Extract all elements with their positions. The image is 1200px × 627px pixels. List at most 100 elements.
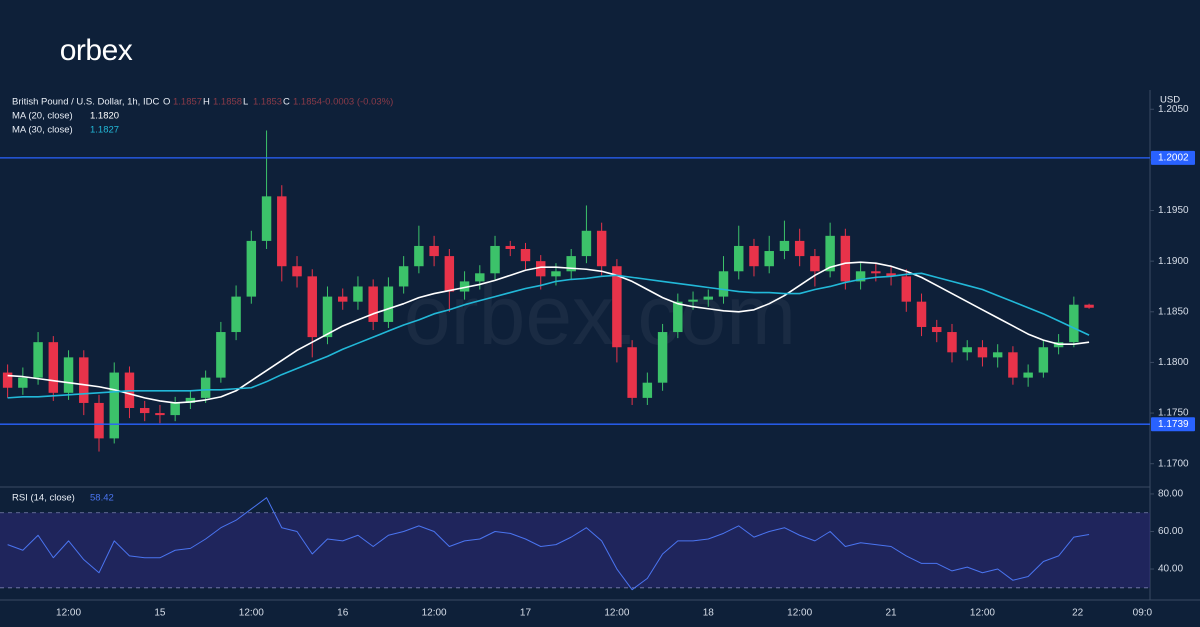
ohlc-value: 1.1853 (253, 97, 282, 108)
ohlc-value: 1.1858 (213, 97, 242, 108)
ohlc-value: 1.1854 (293, 97, 322, 108)
candle-body (414, 245, 424, 267)
candle-body (155, 413, 165, 416)
candle-body (810, 256, 820, 272)
candle-body (63, 357, 74, 393)
candle-body (170, 402, 180, 416)
series-line (7, 261, 1090, 404)
candle-body (734, 245, 744, 272)
candle-body (383, 286, 394, 322)
candle-body (703, 296, 713, 300)
x-tick-label: 22 (1072, 608, 1084, 619)
level-label-box (1151, 417, 1195, 432)
y-tick-label: 1.1950 (1158, 205, 1189, 216)
y-tick-label: 1.1750 (1158, 408, 1189, 419)
level-label-box (1151, 150, 1195, 165)
change: -0.0003 (-0.03%) (322, 97, 393, 108)
x-tick-label: 12:00 (604, 608, 629, 619)
level-label: 1.2002 (1158, 152, 1189, 163)
y-tick-label: 1.2050 (1158, 104, 1189, 115)
logo: orbex (60, 34, 133, 67)
candle-body (337, 296, 348, 302)
x-tick-label: 18 (703, 608, 715, 619)
candle-body (794, 240, 805, 257)
series-line (7, 272, 1090, 399)
x-tick-label: 12:00 (239, 608, 264, 619)
candle-body (216, 332, 226, 378)
symbol: British Pound / U.S. Dollar, 1h, IDC (12, 97, 159, 108)
candle-body (855, 271, 866, 282)
candle-body (490, 245, 500, 274)
candle-body (916, 301, 927, 327)
candle-body (185, 397, 196, 403)
x-tick-label: 12:00 (56, 608, 81, 619)
legend-entry: MA (30, close) (12, 125, 73, 136)
candle-body (200, 377, 211, 398)
candle-body (48, 342, 59, 393)
candle-body (398, 266, 409, 287)
candle-body (932, 326, 942, 333)
candle-body (475, 273, 485, 282)
candle-body (79, 357, 89, 403)
legend-value: 58.42 (90, 493, 114, 504)
candle-body (261, 196, 272, 241)
y-tick-label: 80.00 (1158, 489, 1183, 500)
candle-body (1008, 352, 1018, 378)
candle-body (612, 266, 622, 348)
candle-body (642, 382, 653, 398)
candle-body (520, 249, 531, 262)
candle-body (657, 332, 668, 383)
candle-body (1023, 372, 1033, 378)
candle-body (444, 256, 455, 292)
legend-value: 1.1827 (90, 125, 119, 136)
level-label: 1.1739 (1158, 419, 1189, 430)
candle-body (536, 261, 546, 277)
candle-body (673, 301, 683, 333)
candle-body (353, 286, 363, 302)
ohlc-key: C (283, 97, 290, 108)
candle-body (33, 342, 43, 378)
candle-body (627, 347, 637, 398)
candle-body (246, 240, 257, 297)
candle-body (871, 271, 881, 274)
ohlc-value: 1.1857 (173, 97, 202, 108)
x-tick-label: 21 (885, 608, 897, 619)
x-tick-label: 15 (154, 608, 166, 619)
candle-body (886, 273, 896, 277)
candle-body (277, 196, 287, 267)
candle-body (749, 245, 759, 267)
candle-body (901, 276, 912, 302)
candle-body (322, 296, 333, 338)
x-tick-label: 12:00 (787, 608, 812, 619)
candle-body (231, 296, 241, 333)
candle-body (779, 240, 790, 252)
x-tick-label: 12:00 (970, 608, 995, 619)
ohlc-key: H (203, 97, 210, 108)
legend-value: 1.1820 (90, 111, 119, 122)
candle-body (688, 299, 698, 302)
legend-entry: MA (20, close) (12, 111, 73, 122)
candle-body (992, 352, 1003, 358)
y-tick-label: 40.00 (1158, 564, 1183, 575)
candle-body (977, 347, 988, 358)
series-line (7, 497, 1090, 591)
y-tick-label: 1.1850 (1158, 306, 1189, 317)
candle-body (1069, 304, 1079, 343)
candle-body (94, 402, 104, 439)
y-tick-label: 1.1900 (1158, 256, 1189, 267)
candle-body (18, 377, 28, 388)
x-tick-label: 12:00 (422, 608, 447, 619)
legend-entry: RSI (14, close) (12, 493, 75, 504)
y-tick-label: 1.1800 (1158, 357, 1189, 368)
x-tick-label: 16 (337, 608, 349, 619)
candle-body (825, 235, 835, 272)
candle-body (596, 230, 607, 267)
plot: 1.1700 1.1750 1.1800 1.1850 1.1900 1.1950 1.20… (0, 104, 1195, 619)
x-tick-label: 17 (520, 608, 532, 619)
ohlc-key: O (163, 97, 170, 108)
candle-body (581, 230, 592, 257)
candle-body (947, 332, 957, 353)
candle-body (139, 408, 150, 414)
